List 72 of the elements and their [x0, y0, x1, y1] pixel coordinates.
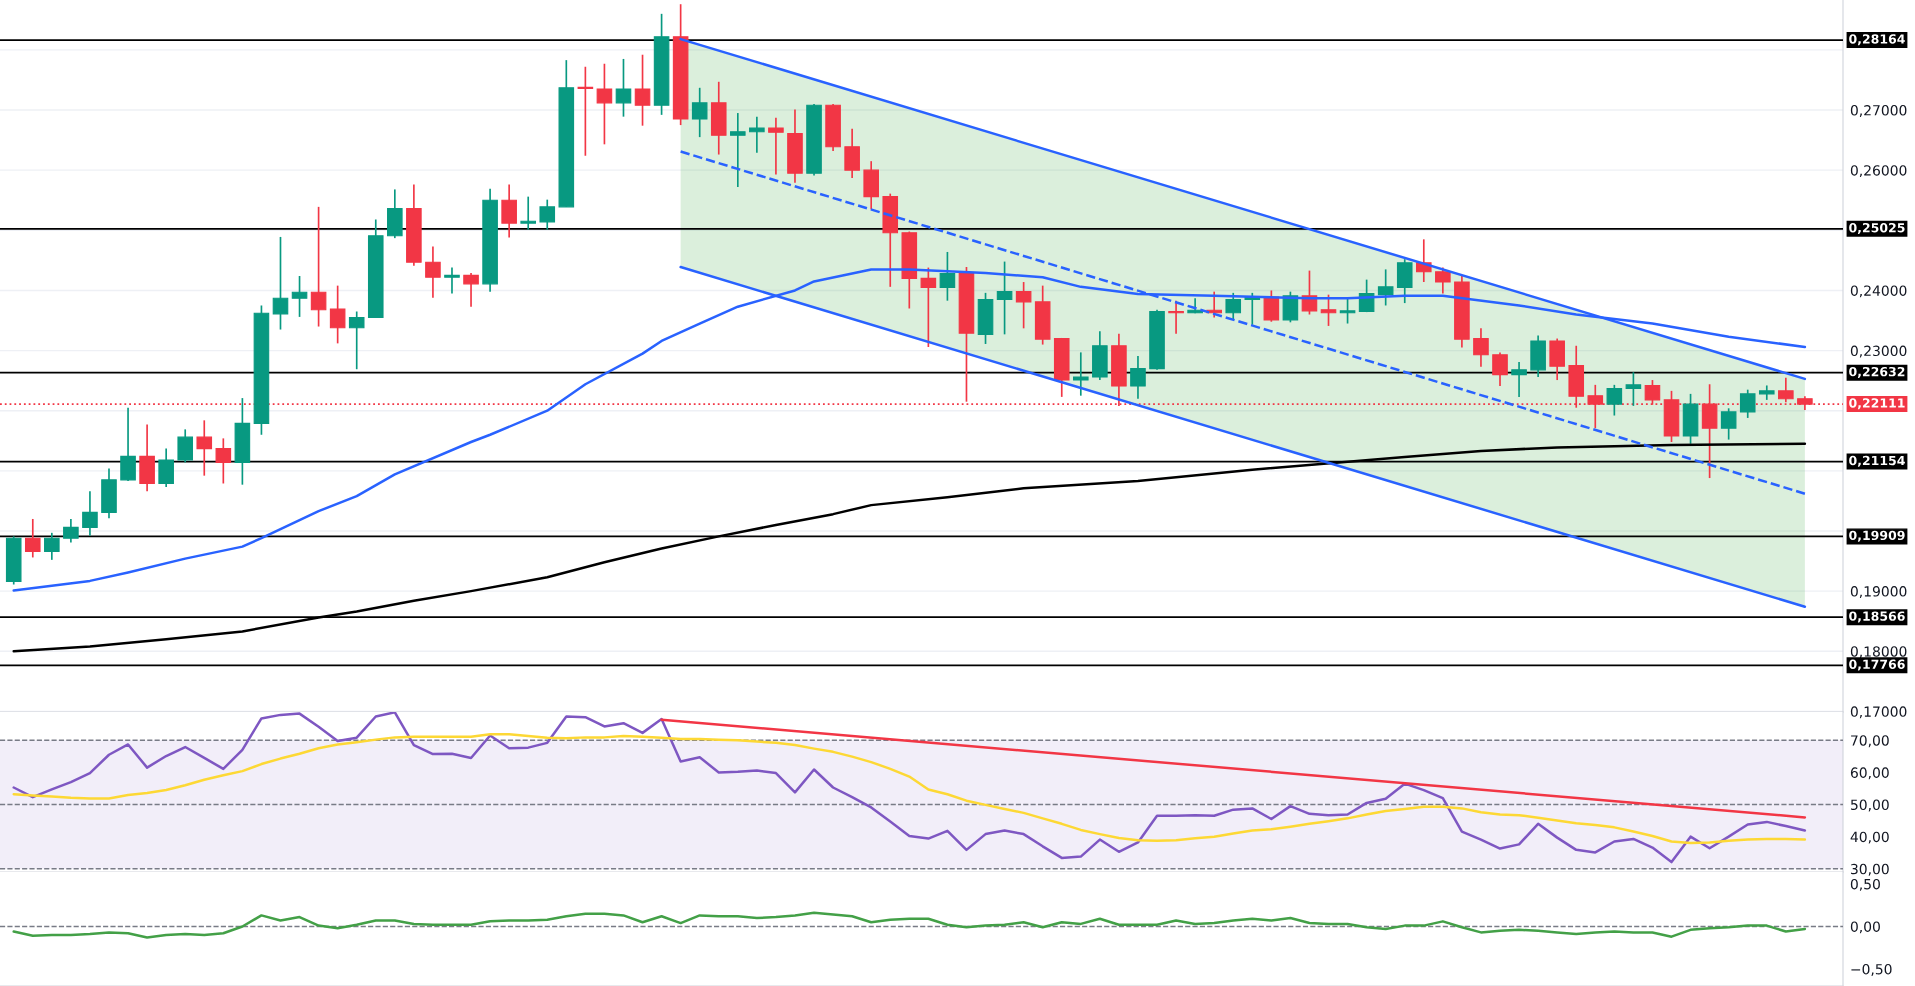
candlestick	[310, 206, 327, 328]
candlestick	[1015, 281, 1032, 330]
candlestick	[158, 447, 174, 488]
ref-line-label: 0,22632	[1849, 366, 1905, 378]
line-series	[12, 911, 1807, 939]
candlestick	[291, 275, 308, 318]
y-tick-label: 0,17000	[1850, 706, 1907, 719]
line-series	[12, 732, 1807, 845]
candlestick	[1263, 289, 1280, 323]
candlestick	[615, 58, 632, 118]
ref-line-label: 0,22111	[1849, 398, 1905, 410]
y-tick-label: 0,50	[1850, 878, 1880, 891]
candlestick	[1511, 361, 1527, 398]
candlestick	[577, 65, 594, 157]
candlestick	[82, 490, 98, 537]
candlestick	[749, 115, 765, 154]
candlestick	[1606, 384, 1623, 417]
y-tick-label: 0,18000	[1850, 646, 1907, 659]
ref-line-label: 0,17766	[1849, 659, 1905, 671]
candlestick	[120, 406, 136, 482]
candlestick	[272, 236, 289, 331]
ref-line-label: 0,25025	[1849, 222, 1905, 235]
ref-line-label: 0,28164	[1849, 34, 1905, 46]
candlestick	[1377, 268, 1394, 307]
candlestick	[539, 198, 556, 231]
candlestick	[844, 127, 860, 179]
line-series	[12, 711, 1807, 864]
candlestick	[1130, 355, 1146, 400]
y-tick-label: 0,19000	[1850, 586, 1907, 599]
candlestick	[730, 112, 746, 188]
candlestick	[444, 266, 460, 295]
y-tick-label: 30,00	[1851, 863, 1889, 876]
y-tick-label: 0,00	[1850, 921, 1880, 934]
candlestick	[1625, 371, 1642, 407]
y-tick-label: −0,50	[1851, 963, 1892, 976]
candlestick	[1473, 327, 1489, 368]
candlestick	[634, 53, 651, 127]
ref-line-label: 0,21154	[1849, 455, 1905, 467]
ref-line-label: 0,19909	[1849, 530, 1905, 542]
candlestick	[329, 284, 346, 345]
candlestick	[196, 419, 213, 477]
candlestick	[596, 62, 613, 146]
candlestick	[1225, 292, 1242, 321]
y-tick-label: 50,00	[1851, 799, 1889, 812]
candlestick	[1073, 351, 1089, 397]
y-tick-label: 60,00	[1850, 767, 1889, 780]
y-tick-label: 0,26000	[1850, 165, 1907, 178]
candlestick	[939, 251, 956, 302]
candlestick	[24, 518, 41, 559]
candlestick	[63, 518, 79, 544]
candlestick	[1320, 293, 1337, 327]
y-tick-label: 0,27000	[1850, 105, 1907, 117]
candlestick	[463, 272, 479, 308]
candlestick	[501, 183, 517, 239]
candlestick	[44, 531, 60, 561]
candlestick	[691, 86, 708, 138]
candlestick	[177, 428, 194, 464]
candlestick	[768, 117, 784, 176]
candlestick	[1492, 351, 1508, 387]
y-tick-label: 40,00	[1850, 831, 1889, 844]
y-tick-label: 0,24000	[1850, 285, 1907, 298]
candlestick	[348, 310, 365, 371]
candlestick	[1720, 407, 1737, 441]
candlestick	[996, 260, 1013, 336]
y-tick-label: 70,00	[1851, 735, 1889, 748]
candlestick	[920, 266, 937, 348]
candlestick	[1739, 388, 1756, 419]
candlestick	[215, 437, 232, 485]
y-tick-label: 0,23000	[1850, 345, 1907, 358]
candlestick	[425, 245, 441, 299]
candlestick	[520, 195, 537, 231]
ref-line-label: 0,18566	[1849, 611, 1905, 623]
